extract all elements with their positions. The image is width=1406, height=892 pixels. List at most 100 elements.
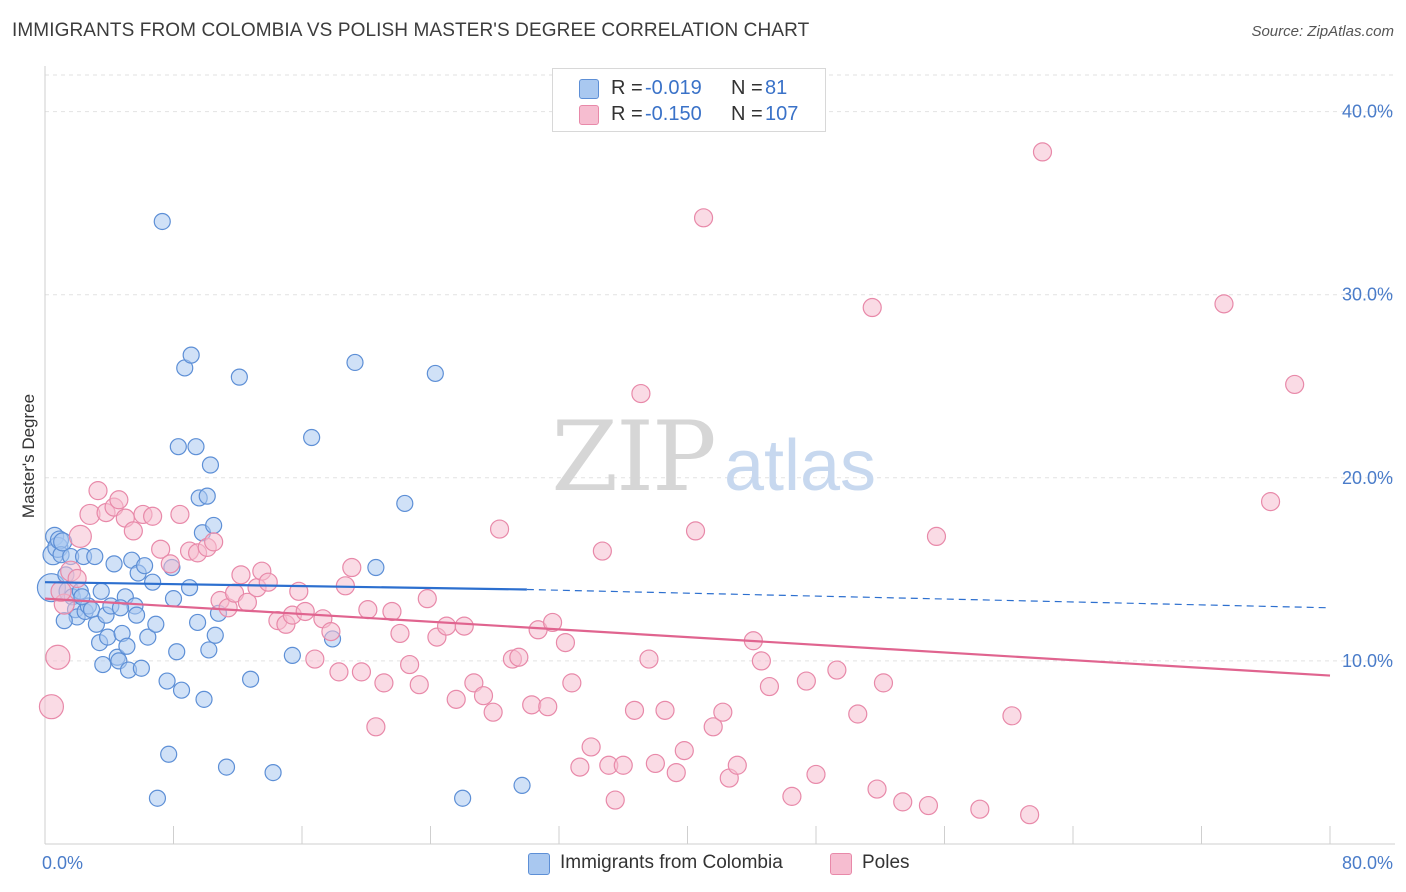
data-point-poles [782, 786, 802, 806]
data-point-colombia [132, 659, 150, 677]
x-tick-label: 0.0% [42, 853, 83, 873]
data-point-poles [703, 717, 723, 737]
data-point-colombia [147, 615, 165, 633]
watermark: ZIP atlas [551, 401, 876, 513]
data-point-poles [109, 490, 129, 510]
legend-n-value: 81 [765, 77, 788, 99]
data-point-poles [867, 779, 887, 799]
data-point-poles [1214, 294, 1234, 314]
data-point-colombia [188, 613, 207, 632]
legend-r-value: -0.019 [645, 77, 702, 99]
data-point-poles [454, 616, 474, 636]
data-point-colombia [264, 763, 282, 782]
trend-line-colombia-extrapolated [526, 588, 1331, 609]
data-point-colombia [86, 547, 104, 566]
data-point-poles [204, 532, 224, 552]
data-point-colombia [206, 626, 224, 644]
y-axis-title: Master's Degree [19, 394, 38, 518]
data-point-colombia [92, 582, 110, 600]
data-point-colombia [217, 758, 236, 776]
data-point-poles [374, 673, 394, 693]
data-point-poles [483, 702, 503, 722]
y-tick-label: 20.0% [1342, 468, 1393, 488]
data-point-poles [592, 541, 612, 561]
data-point-colombia [164, 590, 183, 608]
data-point-poles [1285, 374, 1305, 395]
data-point-poles [446, 689, 466, 709]
data-point-poles [713, 702, 733, 722]
legend-n-label: N = [731, 103, 763, 125]
data-point-poles [123, 521, 143, 541]
data-point-poles [570, 757, 590, 777]
data-point-poles [342, 557, 362, 578]
data-point-colombia [367, 558, 385, 577]
data-point-poles [873, 673, 894, 693]
y-tick-label: 30.0% [1342, 285, 1393, 305]
data-point-poles [893, 792, 913, 812]
series-poles [38, 142, 1305, 825]
data-point-colombia [513, 776, 531, 795]
data-point-colombia [180, 579, 199, 597]
data-point-colombia [182, 346, 200, 364]
data-point-colombia [187, 438, 205, 456]
data-point-poles [295, 601, 315, 622]
data-point-poles [151, 539, 171, 559]
data-point-colombia [426, 364, 444, 383]
data-point-colombia [148, 789, 167, 807]
data-point-poles [358, 600, 378, 620]
data-point-poles [918, 795, 939, 816]
legend-r-label: R = [611, 77, 643, 99]
data-point-poles [759, 676, 780, 697]
data-point-poles [45, 644, 71, 670]
data-point-poles [88, 481, 108, 501]
data-point-poles [1032, 142, 1053, 162]
data-point-poles [848, 704, 868, 724]
data-point-poles [862, 297, 882, 318]
data-point-poles [655, 700, 675, 720]
data-point-poles [613, 755, 633, 775]
data-point-poles [666, 762, 686, 783]
data-point-colombia [144, 573, 162, 591]
data-point-colombia [283, 646, 301, 665]
data-point-colombia [205, 516, 223, 535]
data-point-colombia [201, 456, 220, 474]
data-point-poles [390, 623, 410, 644]
y-tick-label: 10.0% [1342, 651, 1393, 671]
data-point-poles [727, 755, 747, 775]
trend-line-colombia [44, 581, 527, 591]
data-point-poles [400, 654, 420, 675]
data-point-poles [631, 383, 651, 404]
data-point-poles [366, 717, 386, 737]
data-point-poles [143, 506, 163, 526]
data-point-colombia [169, 438, 187, 456]
data-point-colombia [168, 643, 186, 661]
legend-n-value: 107 [765, 103, 799, 125]
data-point-colombia [99, 628, 117, 646]
legend-row-poles: R = -0.150 N = 107 [553, 101, 825, 129]
data-point-poles [417, 589, 437, 609]
data-point-poles [970, 799, 990, 819]
data-point-poles [258, 572, 278, 592]
data-point-poles [685, 521, 706, 541]
data-point-colombia [153, 212, 171, 231]
data-point-poles [464, 673, 484, 693]
legend-r-value: -0.150 [645, 103, 702, 125]
data-point-poles [1002, 706, 1022, 726]
y-tick-label: 40.0% [1342, 102, 1393, 122]
data-point-poles [645, 753, 665, 774]
trend-line-poles [44, 597, 1331, 677]
legend-r-label: R = [611, 103, 643, 125]
data-point-poles [305, 649, 325, 669]
data-point-poles [67, 568, 87, 589]
data-point-poles [806, 764, 826, 785]
data-point-poles [489, 519, 510, 539]
watermark-zip: ZIP [551, 401, 714, 513]
data-point-colombia [127, 606, 146, 624]
data-point-poles [329, 662, 349, 682]
trend-lines [44, 581, 1331, 677]
data-point-colombia [94, 655, 112, 674]
bottom-legend-swatch-colombia [528, 853, 550, 875]
data-point-colombia [303, 428, 321, 447]
data-point-poles [1020, 805, 1040, 825]
